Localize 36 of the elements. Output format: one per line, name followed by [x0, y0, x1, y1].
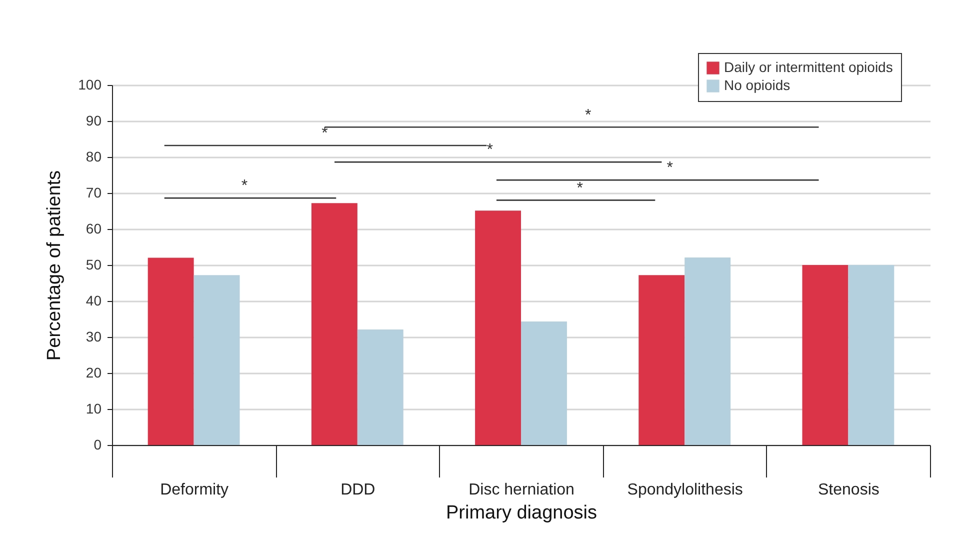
- annotation: *: [486, 142, 494, 159]
- bar: [311, 203, 358, 445]
- x-axis-title: Primary diagnosis: [446, 502, 597, 524]
- y-tick-label: 50: [86, 256, 102, 272]
- annotation: *: [241, 178, 248, 195]
- y-tick-label: 20: [86, 364, 102, 380]
- bar: [684, 257, 731, 445]
- x-tick-label: Spondylolithesis: [627, 482, 743, 498]
- y-axis-title: Percentage of patients: [44, 170, 66, 361]
- y-tick-label: 30: [86, 328, 102, 344]
- x-tick-label: Stenosis: [818, 482, 880, 498]
- legend-label: No opioids: [724, 77, 790, 93]
- y-tick-label: 60: [86, 220, 102, 236]
- bar: [148, 258, 194, 445]
- y-tick-label: 80: [86, 148, 102, 164]
- bar: [194, 275, 240, 445]
- y-tick-label: 0: [94, 436, 102, 452]
- x-tick-label: Disc herniation: [468, 482, 574, 498]
- y-tick-label: 10: [86, 400, 102, 416]
- annotation: *: [576, 180, 584, 197]
- annotation: *: [666, 160, 673, 177]
- y-tick-label: 40: [86, 292, 102, 308]
- bar: [475, 210, 521, 445]
- bar: [848, 265, 894, 445]
- bar: [802, 265, 848, 445]
- x-tick-label: Deformity: [160, 482, 229, 498]
- y-tick-label: 70: [86, 184, 102, 200]
- y-tick-label: 90: [86, 112, 102, 128]
- bar: [521, 322, 567, 445]
- x-tick-label: DDD: [340, 482, 376, 498]
- y-tick-label: 100: [78, 76, 102, 92]
- annotation: *: [584, 106, 592, 124]
- bar: [638, 275, 685, 445]
- bar: [357, 329, 404, 445]
- annotation: *: [322, 125, 328, 142]
- legend-label: Daily or intermittent opioids: [724, 59, 893, 75]
